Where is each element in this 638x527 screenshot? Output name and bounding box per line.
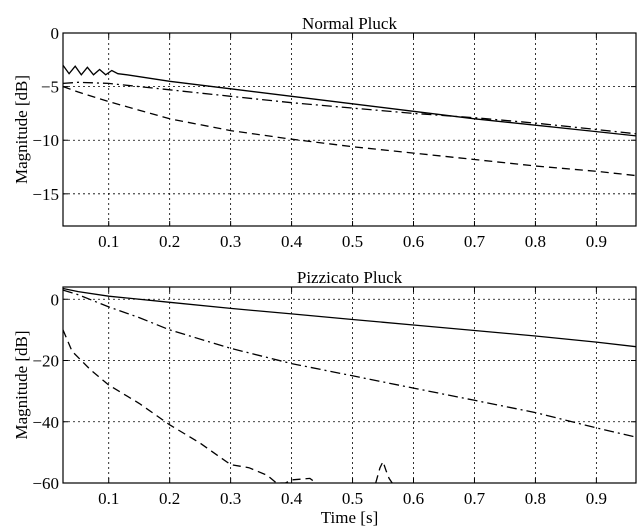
- x-tick-label: 0.3: [220, 489, 241, 508]
- series-line-dashdot: [63, 289, 636, 438]
- panel-normal-pluck: Normal Pluck Magnitude [dB] 0.1 0.2 0.3 0.4…: [12, 14, 637, 251]
- y-tick-label: −15: [32, 185, 59, 204]
- axis-ticks: 0.1 0.2 0.3 0.4 0.5 0.6 0.7 0.8 0.9 0 −20 −40 −60: [32, 287, 636, 508]
- grid-lines: [63, 287, 636, 484]
- y-tick-label: −10: [32, 131, 59, 150]
- x-tick-label: 0.8: [525, 232, 546, 251]
- plot-frame: [62, 286, 637, 484]
- chart-title: Pizzicato Pluck: [297, 268, 403, 287]
- x-tick-label: 0.8: [525, 489, 546, 508]
- x-tick-label: 0.1: [98, 489, 119, 508]
- x-axis-label: Time [s]: [321, 508, 378, 527]
- series-lines: [63, 287, 636, 483]
- x-tick-label: 0.2: [159, 489, 180, 508]
- x-tick-label: 0.2: [159, 232, 180, 251]
- x-tick-label: 0.9: [586, 489, 607, 508]
- series-lines: [63, 64, 636, 177]
- y-tick-label: 0: [51, 290, 60, 309]
- series-line-dashed: [63, 329, 317, 483]
- series-line-dashed: [375, 459, 393, 483]
- y-tick-label: −20: [32, 352, 59, 371]
- series-line-dashdot: [63, 81, 636, 135]
- series-line-dashed: [63, 85, 636, 177]
- panel-pizzicato-pluck: Pizzicato Pluck Magnitude [dB] Time [s] …: [12, 268, 637, 527]
- x-tick-label: 0.7: [464, 489, 486, 508]
- x-tick-label: 0.1: [98, 232, 119, 251]
- chart-title: Normal Pluck: [302, 14, 397, 33]
- x-tick-label: 0.9: [586, 232, 607, 251]
- axis-ticks: 0.1 0.2 0.3 0.4 0.5 0.6 0.7 0.8 0.9 0 −5 −10 −15: [32, 24, 636, 251]
- x-tick-label: 0.5: [342, 489, 363, 508]
- series-line-solid: [63, 287, 636, 348]
- grid-lines: [63, 32, 636, 226]
- x-tick-label: 0.3: [220, 232, 241, 251]
- x-tick-label: 0.5: [342, 232, 363, 251]
- y-axis-label: Magnitude [dB]: [12, 75, 31, 184]
- x-tick-label: 0.6: [403, 489, 424, 508]
- y-tick-label: −60: [32, 474, 59, 493]
- plot-frame: [62, 32, 637, 227]
- y-tick-label: 0: [51, 24, 60, 43]
- y-tick-label: −40: [32, 413, 59, 432]
- x-tick-label: 0.4: [281, 232, 303, 251]
- y-tick-label: −5: [41, 78, 59, 97]
- x-tick-label: 0.4: [281, 489, 303, 508]
- x-tick-label: 0.6: [403, 232, 424, 251]
- x-tick-label: 0.7: [464, 232, 486, 251]
- y-axis-label: Magnitude [dB]: [12, 330, 31, 439]
- series-line-solid: [63, 64, 636, 137]
